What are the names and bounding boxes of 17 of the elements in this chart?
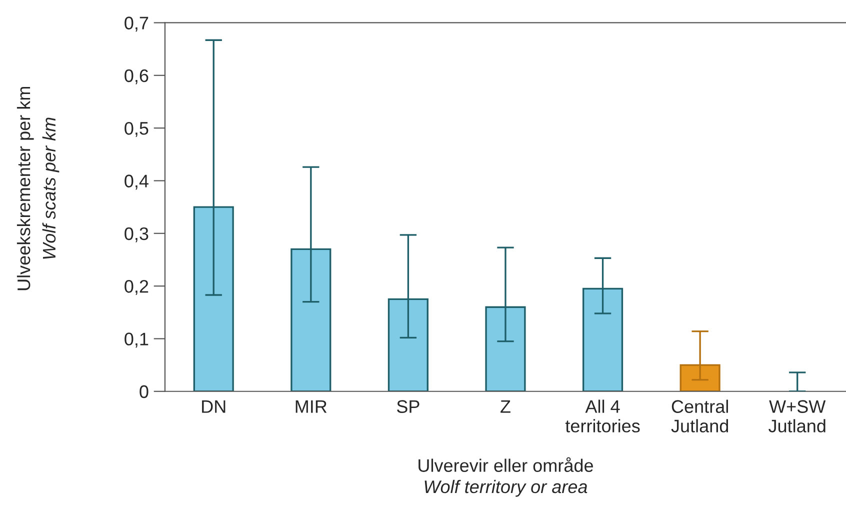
y-tick-label: 0 <box>140 385 148 398</box>
y-tick-label: 0,3 <box>124 227 148 242</box>
x-tick-label: MIR <box>296 400 327 413</box>
x-tick-label: All 4 territories <box>565 400 640 432</box>
y-tick-label: 0,2 <box>124 280 148 295</box>
x-tick-label: W+SW Jutland <box>768 400 826 432</box>
x-tick-label: Z <box>500 400 510 413</box>
y-tick-label: 0,1 <box>124 332 148 348</box>
y-axis-title: Ulveekskrementer per km Wolf scats per km <box>16 86 60 290</box>
x-tick-label: SP <box>396 400 420 413</box>
y-tick-label: 0,5 <box>124 122 148 137</box>
x-tick-label: DN <box>202 400 226 413</box>
x-axis-title: Ulverevir eller område Wolf territory or area <box>418 457 593 497</box>
x-tick-label: Central Jutland <box>671 400 728 432</box>
y-tick-label: 0,7 <box>124 16 148 32</box>
y-tick-label: 0,6 <box>124 69 148 84</box>
y-tick-label: 0,4 <box>124 174 148 190</box>
